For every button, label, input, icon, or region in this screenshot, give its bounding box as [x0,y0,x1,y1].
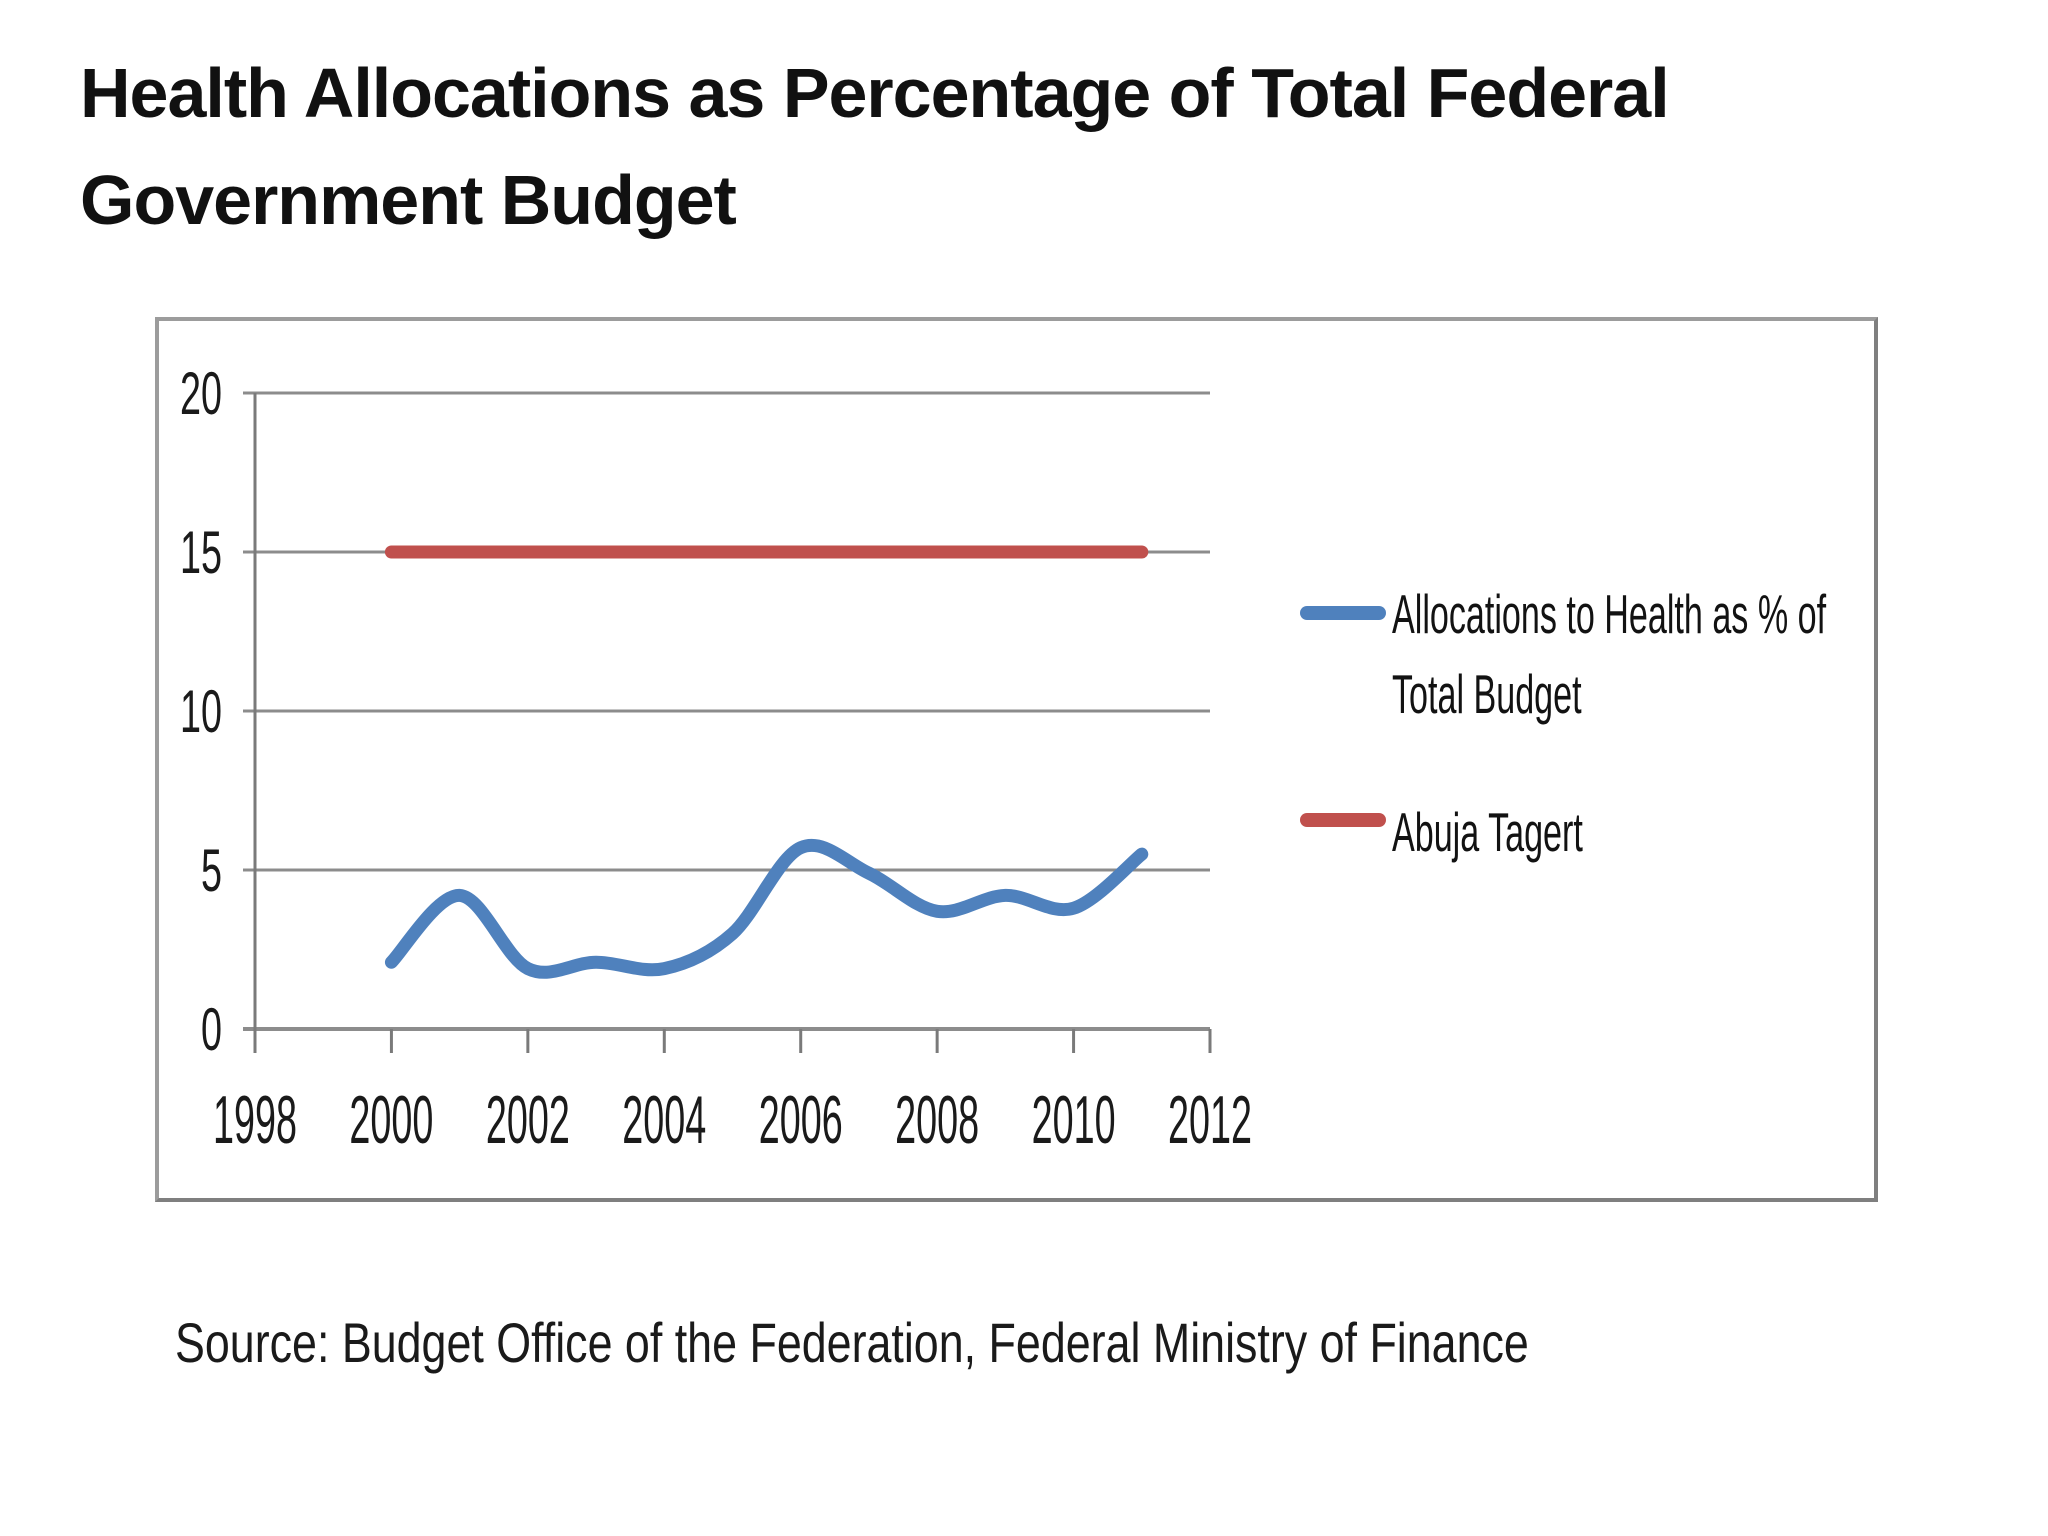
legend-item-label: Abuja Tagert [1392,792,1583,872]
svg-text:10: 10 [180,678,222,745]
svg-text:2008: 2008 [895,1082,979,1158]
svg-text:2010: 2010 [1032,1082,1116,1158]
svg-text:5: 5 [201,837,222,904]
svg-text:0: 0 [201,996,222,1063]
svg-text:2012: 2012 [1168,1082,1252,1158]
chart-legend: Allocations to Health as % of Total Budg… [1300,560,1920,890]
svg-text:2002: 2002 [486,1082,570,1158]
line-chart: 0 5 10 15 20 1998 2000 2002 2004 2006 2008 2010 2012 [180,360,1252,1158]
page-title: Health Allocations as Percentage of Tota… [80,40,1880,254]
svg-text:2006: 2006 [759,1082,843,1158]
source-note: Source: Budget Office of the Federation,… [175,1311,1529,1374]
legend-label-line: Total Budget [1392,663,1582,725]
legend-swatch [1300,813,1386,827]
svg-text:15: 15 [180,519,222,586]
page-title-line1: Health Allocations as Percentage of Tota… [80,54,1670,132]
legend-item-label: Allocations to Health as % of Total Budg… [1392,574,1826,734]
svg-text:20: 20 [180,360,222,427]
page-title-line2: Government Budget [80,161,737,239]
svg-text:2000: 2000 [349,1082,433,1158]
chart-frame: 0 5 10 15 20 1998 2000 2002 2004 2006 2008 2010 2012 [155,317,1878,1202]
legend-label-line: Abuja Tagert [1392,801,1583,863]
legend-label-line: Allocations to Health as % of [1392,583,1827,645]
legend-swatch [1300,606,1386,620]
svg-text:1998: 1998 [213,1082,297,1158]
svg-text:2004: 2004 [622,1082,706,1158]
